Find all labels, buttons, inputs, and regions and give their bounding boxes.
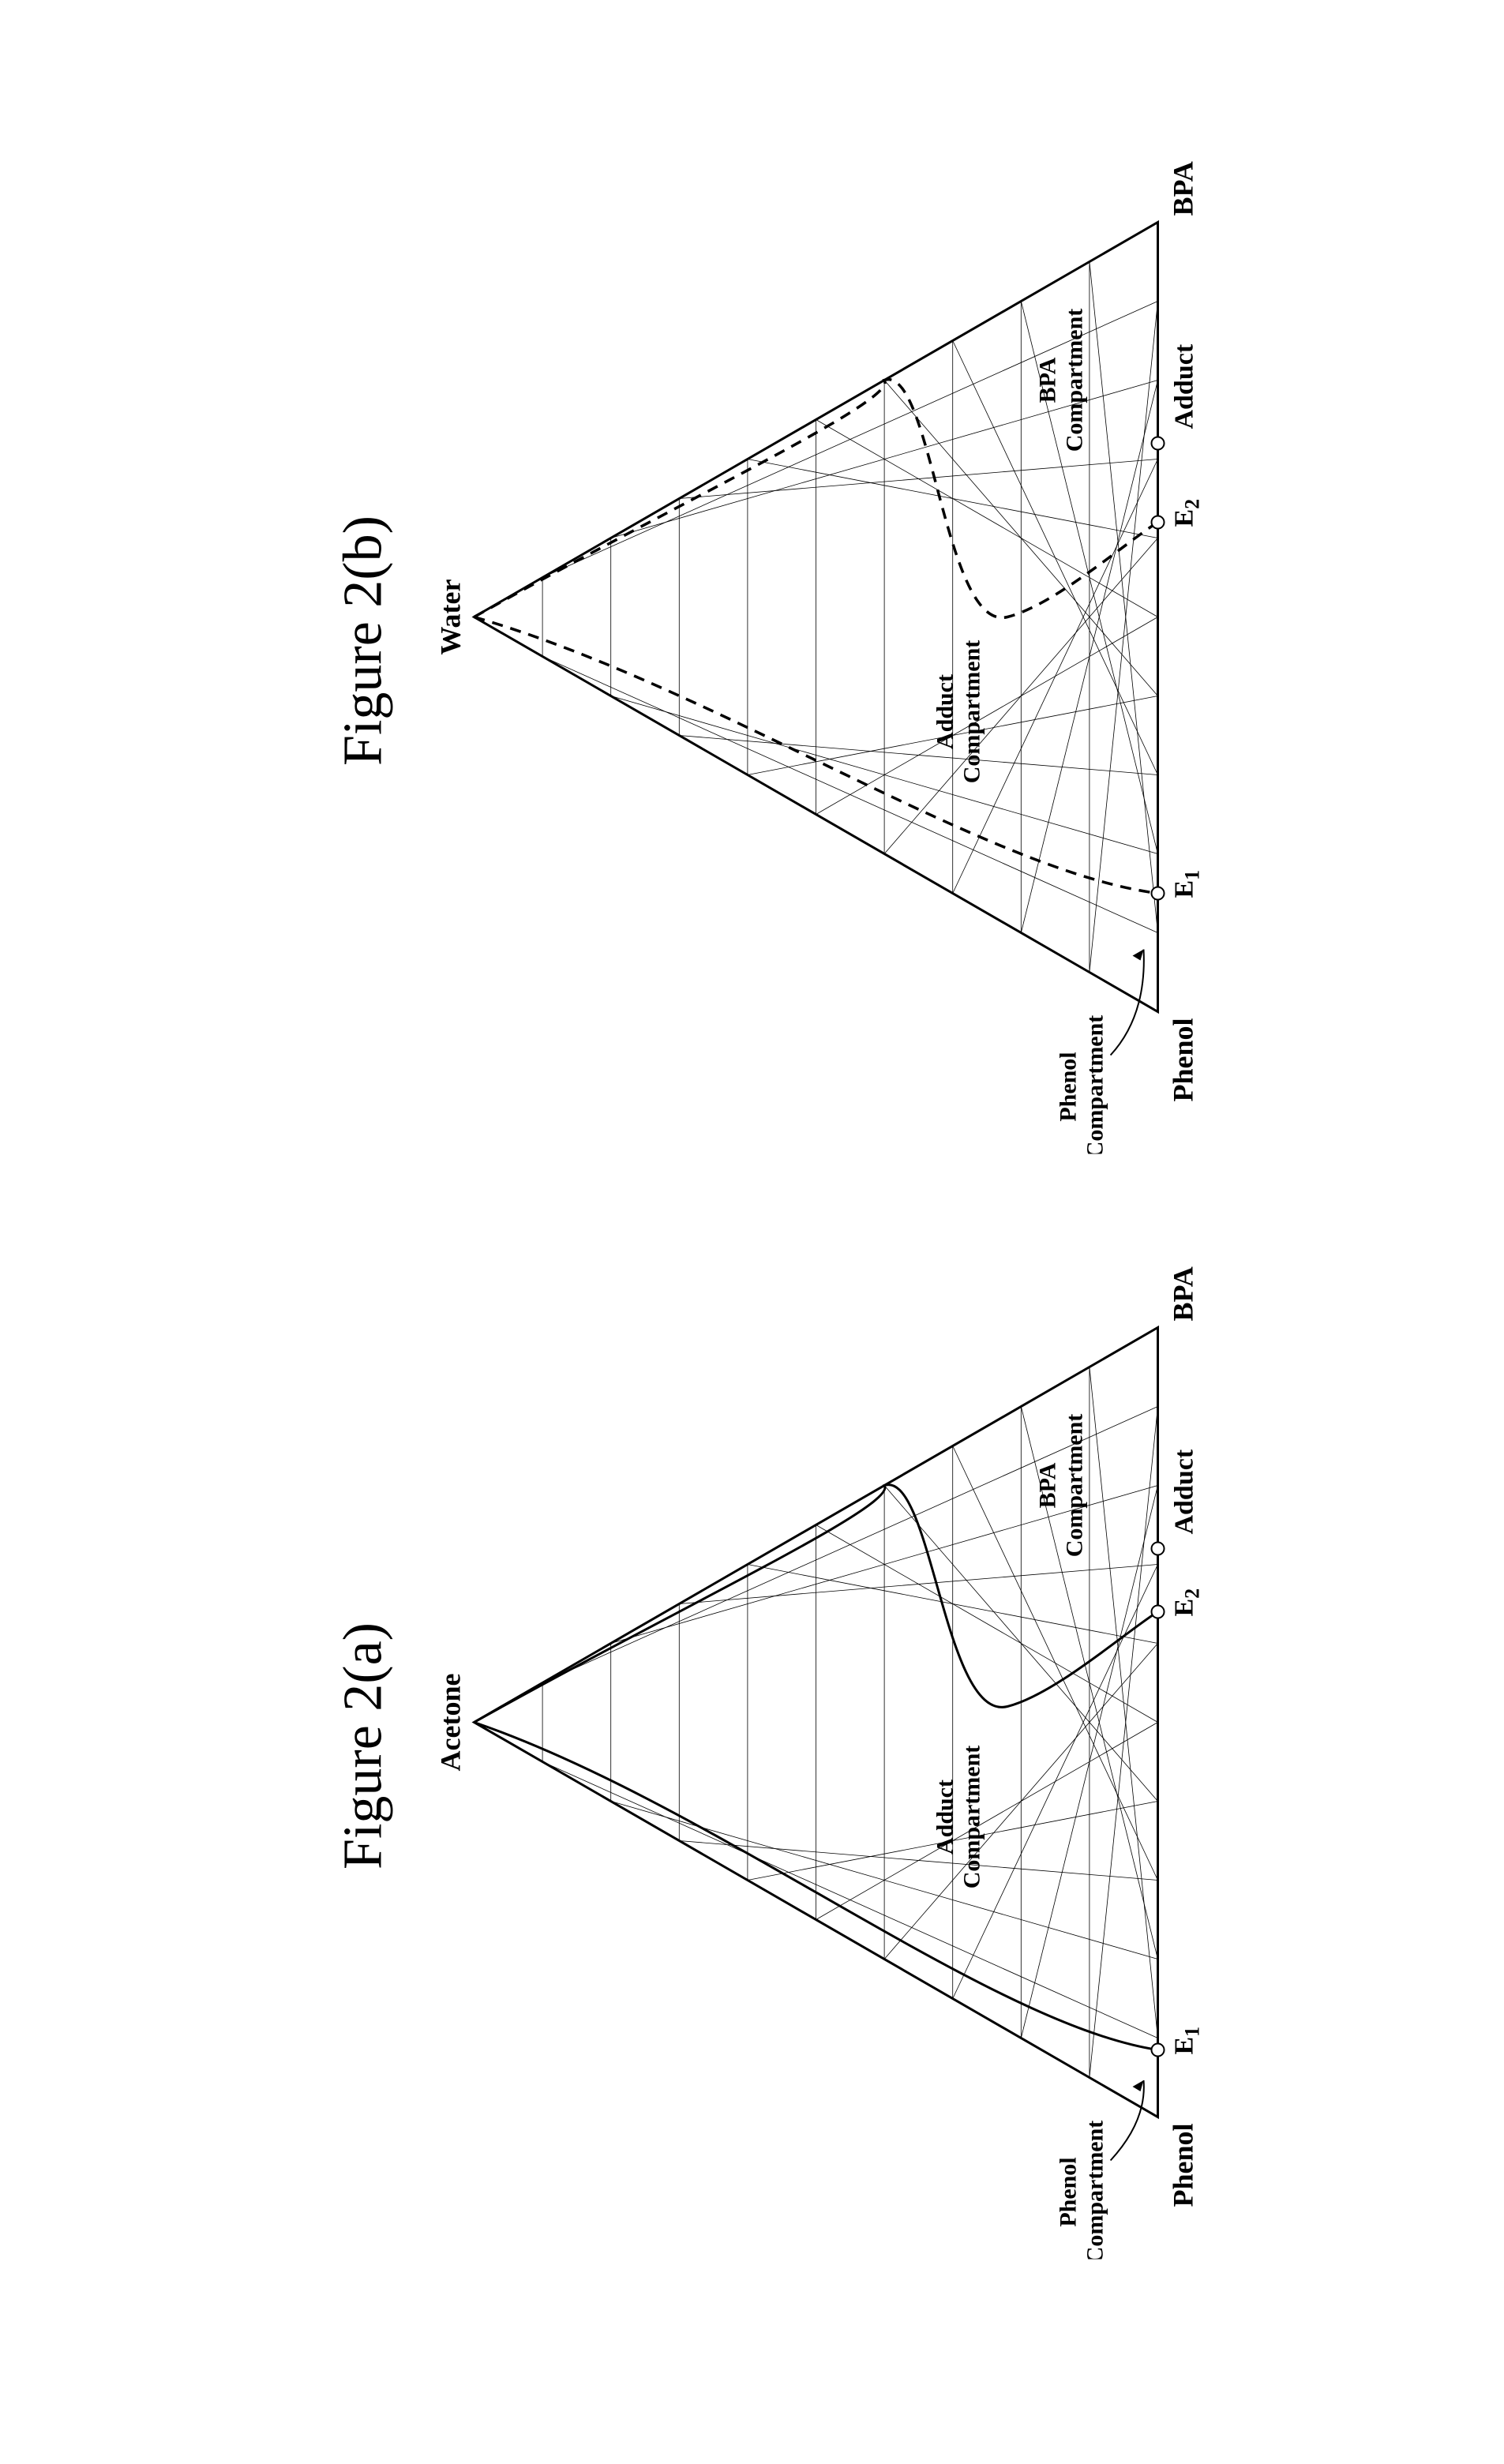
arrowhead-phenol <box>1132 949 1143 960</box>
label-bpa-region-1: BPA <box>1034 1462 1060 1508</box>
triangle-outline <box>474 1327 1157 2117</box>
label-left-vertex: Phenol <box>1167 2123 1198 2207</box>
figure-b-title: Figure 2(b) <box>332 127 395 1153</box>
point-e1 <box>1151 887 1164 899</box>
label-bpa-region-2: Compartment <box>1061 308 1087 452</box>
figure-a-diagram: AcetonePhenolBPAE1E2AdductAdductCompartm… <box>418 1232 1244 2259</box>
label-adduct-region-1: Adduct <box>932 1780 958 1855</box>
label-bpa-region-2: Compartment <box>1061 1413 1087 1557</box>
figure-b-diagram: WaterPhenolBPAE1E2AdductAdductCompartmen… <box>418 127 1244 1153</box>
label-adduct-point: Adduct <box>1169 343 1198 429</box>
point-e2 <box>1151 516 1164 528</box>
label-phenol-region-1: Phenol <box>1055 1052 1081 1121</box>
label-top-vertex: Acetone <box>434 1673 466 1771</box>
label-e2: E2 <box>1169 1588 1203 1616</box>
label-left-vertex: Phenol <box>1167 1018 1198 1101</box>
arrowhead-phenol <box>1132 2080 1143 2091</box>
label-phenol-region-1: Phenol <box>1055 2157 1081 2226</box>
label-right-vertex: BPA <box>1167 1266 1198 1321</box>
page-container: Figure 2(a) Acetone Phenol BPA E1 E2 Adduct Ad… <box>0 0 1504 2464</box>
label-phenol-region-2: Compartment <box>1082 2120 1108 2259</box>
arrow-phenol <box>1110 949 1143 1055</box>
label-adduct-region-2: Compartment <box>958 1745 985 1888</box>
label-top-vertex: Water <box>434 579 466 654</box>
figure-a-title: Figure 2(a) <box>332 1232 395 2259</box>
label-adduct-point: Adduct <box>1169 1449 1198 1534</box>
label-adduct-region-1: Adduct <box>932 674 958 749</box>
point-adduct <box>1151 1542 1164 1555</box>
boundary-adduct-bpa <box>474 1484 1157 1722</box>
label-e2: E2 <box>1169 498 1203 527</box>
boundary-adduct-bpa <box>474 379 1157 617</box>
boundary-phenol-adduct <box>474 1722 1157 2050</box>
point-e2 <box>1151 1605 1164 1618</box>
label-e1: E1 <box>1169 2026 1203 2054</box>
label-right-vertex: BPA <box>1167 161 1198 216</box>
triangle-outline <box>474 222 1157 1011</box>
point-e1 <box>1151 2043 1164 2056</box>
label-bpa-region-1: BPA <box>1034 357 1060 403</box>
label-adduct-region-2: Compartment <box>958 639 985 783</box>
label-e1: E1 <box>1169 869 1203 898</box>
figure-b-wrap: Figure 2(b) Water Phenol BPA E1 E2 Adduct Addu… <box>332 127 1244 1153</box>
figure-a-wrap: Figure 2(a) Acetone Phenol BPA E1 E2 Adduct Ad… <box>332 1232 1244 2259</box>
point-adduct <box>1151 437 1164 449</box>
label-phenol-region-2: Compartment <box>1082 1014 1108 1153</box>
